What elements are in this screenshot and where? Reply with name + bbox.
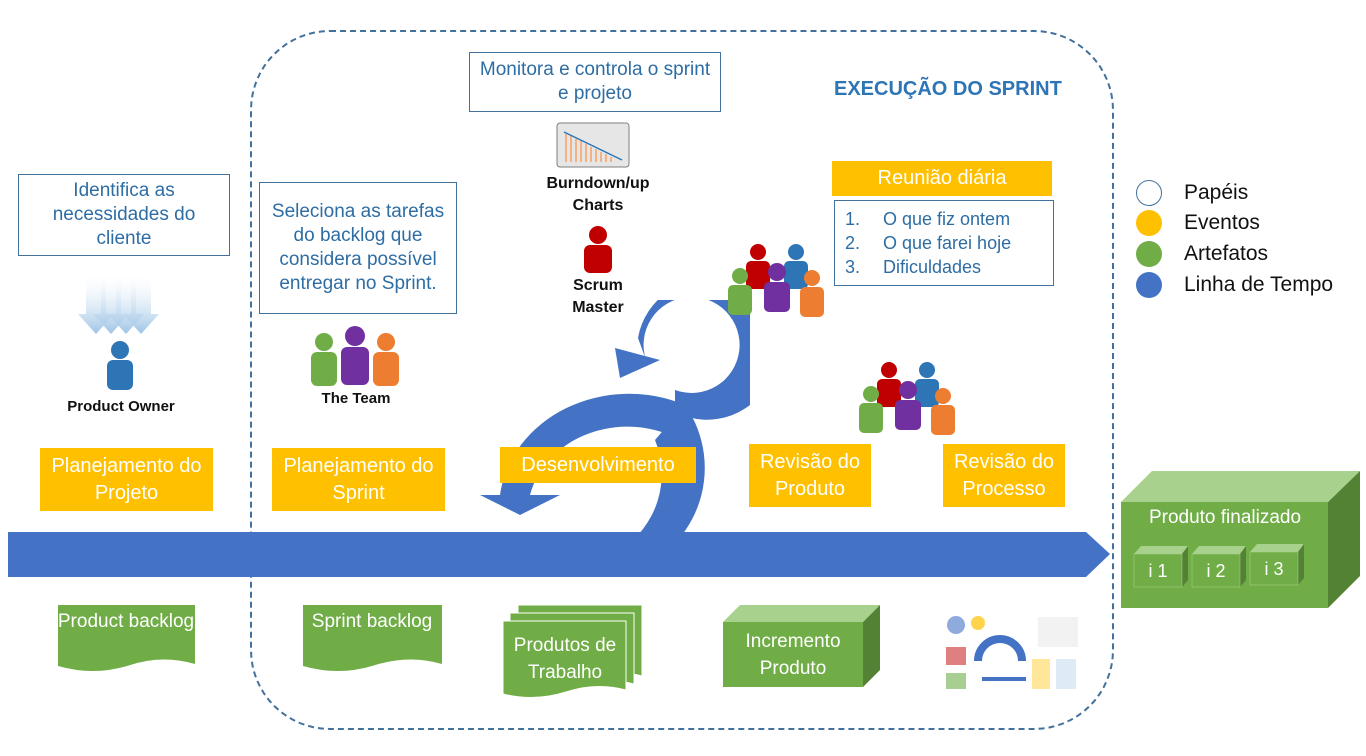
list-item-number: 2. — [845, 233, 861, 253]
legend-item-linha-tempo: Linha de Tempo — [1136, 272, 1333, 298]
event-revisao-produto-text: Revisão do Produto — [759, 450, 861, 500]
legend-label: Eventos — [1184, 211, 1260, 234]
sprint-backlog-doc — [303, 605, 442, 671]
incremento-box — [723, 605, 880, 687]
product-backlog-label: Product backlog — [57, 611, 195, 632]
product-owner-icon — [78, 276, 159, 390]
scrum-master-icon — [584, 226, 612, 273]
legend-item-artefatos: Artefatos — [1136, 241, 1268, 267]
sprint-boundary — [250, 30, 1114, 730]
scrum-master-label: Scrum Master — [572, 277, 624, 316]
note-seleciona: Seleciona as tarefas do backlog que cons… — [259, 182, 457, 314]
list-item-text: O que fiz ontem — [883, 209, 1011, 229]
burndown-chart-icon — [556, 122, 630, 168]
produto-finalizado-label: Produto finalizado — [1148, 507, 1302, 528]
incremento-label: Incremento Produto — [745, 631, 841, 679]
note-identifica-text: Identifica as necessidades do cliente — [52, 180, 196, 249]
legend-dot-icon — [1136, 272, 1162, 298]
note-identifica: Identifica as necessidades do cliente — [18, 174, 230, 256]
team-icon — [311, 326, 399, 386]
event-revisao-produto: Revisão do Produto — [749, 444, 871, 507]
product-backlog-doc — [58, 605, 195, 671]
note-monitora: Monitora e controla o sprint e projeto — [469, 52, 721, 112]
increment-1-label: i 1 — [1148, 561, 1168, 581]
note-monitora-text: Monitora e controla o sprint e projeto — [479, 59, 711, 104]
legend-label: Artefatos — [1184, 242, 1269, 265]
event-desenvolvimento: Desenvolvimento — [500, 447, 696, 483]
list-item-number: 1. — [845, 209, 861, 229]
produtos-trabalho-docs — [502, 604, 643, 699]
event-revisao-processo-text: Revisão do Processo — [953, 450, 1055, 500]
list-item-number: 3. — [845, 257, 861, 277]
list-item-text: O que farei hoje — [883, 233, 1012, 253]
list-item-text: Dificuldades — [883, 257, 982, 277]
event-planejamento-projeto-text: Planejamento do Projeto — [51, 454, 202, 504]
event-reuniao-diaria: Reunião diária — [832, 161, 1052, 196]
legend-label: Linha de Tempo — [1184, 273, 1334, 296]
produto-finalizado-box — [1121, 471, 1360, 608]
increment-3-label: i 3 — [1264, 559, 1284, 579]
burndown-label: Burndown/up Charts — [546, 175, 650, 214]
cycle-arrows-icon — [480, 300, 750, 575]
event-revisao-processo: Revisão do Processo — [943, 444, 1065, 507]
review-group-icon — [859, 362, 955, 435]
diagram-thumbnail — [938, 603, 1090, 703]
increment-2-label: i 2 — [1206, 561, 1226, 581]
note-seleciona-text: Seleciona as tarefas do backlog que cons… — [271, 201, 445, 294]
list-item: 2. O que farei hoje — [845, 231, 1053, 255]
legend-item-papeis: Papéis — [1136, 180, 1248, 206]
legend-dot-icon — [1136, 241, 1162, 267]
event-planejamento-sprint-text: Planejamento do Sprint — [283, 454, 434, 504]
sprint-backlog-label: Sprint backlog — [311, 611, 433, 632]
daily-meeting-group-icon — [728, 244, 824, 317]
team-label: The Team — [321, 390, 391, 407]
legend-dot-icon — [1136, 210, 1162, 236]
list-item: 1. O que fiz ontem — [845, 207, 1053, 231]
legend-item-eventos: Eventos — [1136, 210, 1260, 236]
sprint-title: EXECUÇÃO DO SPRINT — [834, 78, 1062, 100]
daily-questions-list: 1. O que fiz ontem 2. O que farei hoje 3. D… — [834, 200, 1054, 286]
legend-label: Papéis — [1184, 181, 1249, 204]
timeline-arrow — [8, 532, 1110, 577]
list-item: 3. Dificuldades — [845, 255, 1053, 279]
event-planejamento-sprint: Planejamento do Sprint — [272, 448, 445, 511]
legend-dot-icon — [1136, 180, 1162, 206]
produtos-trabalho-label: Produtos de Trabalho — [513, 635, 617, 683]
event-planejamento-projeto: Planejamento do Projeto — [40, 448, 213, 511]
product-owner-label: Product Owner — [67, 398, 175, 415]
